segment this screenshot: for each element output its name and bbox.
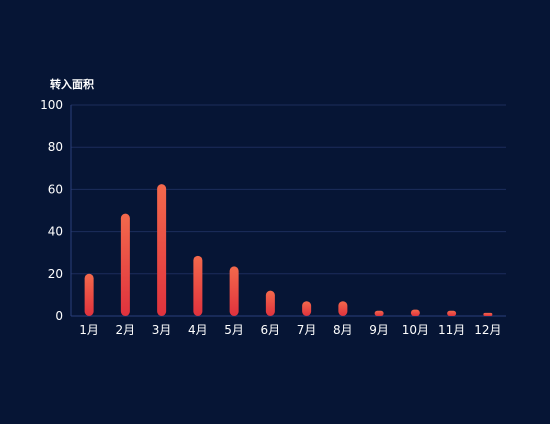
y-tick-label: 0 — [55, 309, 63, 323]
x-tick-labels: 1月 2月 3月 4月 5月 6月 7月 8月 9月 10月 11月 12月 — [79, 323, 501, 337]
y-tick-label: 100 — [40, 98, 63, 112]
x-tick-label: 8月 — [333, 323, 353, 337]
x-tick-label: 7月 — [297, 323, 317, 337]
bars — [84, 184, 493, 316]
y-tick-label: 20 — [48, 267, 63, 281]
bar-7 — [302, 301, 312, 316]
bar-12 — [483, 312, 493, 316]
x-tick-label: 11月 — [438, 323, 465, 337]
bar-9 — [374, 310, 384, 316]
axes — [70, 105, 506, 317]
x-tick-label: 9月 — [369, 323, 389, 337]
bar-1 — [84, 273, 94, 316]
bar-4 — [193, 255, 203, 316]
x-tick-label: 5月 — [224, 323, 244, 337]
bar-2 — [120, 213, 130, 316]
x-tick-label: 3月 — [152, 323, 172, 337]
x-tick-label: 6月 — [261, 323, 281, 337]
bar-6 — [265, 290, 275, 316]
x-tick-label: 10月 — [402, 323, 429, 337]
y-axis-title: 转入面积 — [50, 77, 94, 91]
y-tick-label: 60 — [48, 182, 63, 196]
y-tick-label: 40 — [48, 225, 63, 239]
x-tick-label: 1月 — [79, 323, 99, 337]
grid-lines — [71, 104, 506, 275]
bar-5 — [229, 266, 239, 316]
bar-11 — [447, 310, 457, 316]
x-tick-label: 12月 — [474, 323, 501, 337]
bar-10 — [410, 309, 420, 316]
bar-3 — [157, 184, 167, 316]
x-tick-label: 2月 — [116, 323, 136, 337]
y-tick-label: 80 — [48, 140, 63, 154]
y-tick-labels: 0 20 40 60 80 100 — [40, 98, 63, 323]
bar-8 — [338, 301, 348, 316]
x-tick-label: 4月 — [188, 323, 208, 337]
